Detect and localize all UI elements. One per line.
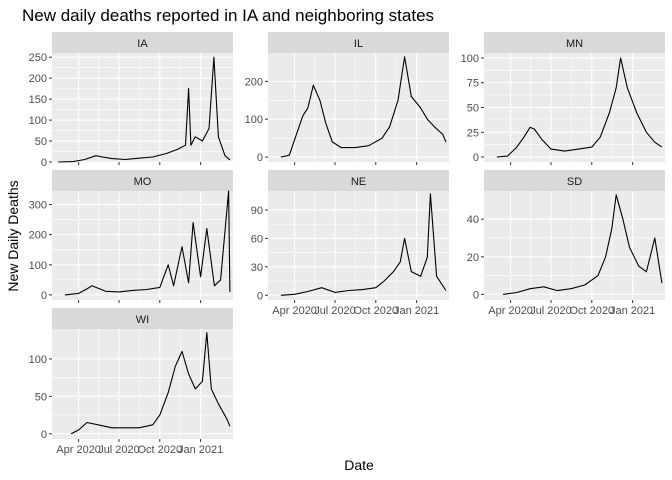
y-tick-label: 200 <box>245 76 263 88</box>
facet-strip <box>52 308 233 329</box>
facet-strip <box>484 32 665 53</box>
panel-background <box>52 53 233 162</box>
x-tick-label: Jul 2020 <box>314 305 356 317</box>
facet-mo: MO 0 100 200 300 <box>29 170 233 303</box>
y-tick-label: 40 <box>467 214 479 226</box>
y-tick-label: 30 <box>251 262 263 274</box>
facet-strip-label: WI <box>136 314 149 326</box>
facet-strip <box>52 170 233 191</box>
y-tick-label: 60 <box>251 233 263 245</box>
y-tick-label: 200 <box>29 73 47 85</box>
y-tick-label: 0 <box>41 157 47 169</box>
x-tick-label: Apr 2020 <box>56 444 101 456</box>
panel-background <box>268 191 449 300</box>
facet-strip <box>52 32 233 53</box>
y-axis-title: New Daily Deaths <box>5 180 21 291</box>
y-tick-label: 100 <box>29 354 47 366</box>
y-tick-label: 0 <box>41 290 47 302</box>
series-line-ia <box>58 56 231 163</box>
facet-strip-label: SD <box>567 176 582 188</box>
series-line-sd <box>503 194 663 295</box>
y-tick-label: 250 <box>29 52 47 64</box>
y-tick-label: 100 <box>245 114 263 126</box>
y-tick-label: 100 <box>29 260 47 272</box>
x-tick-label: Jul 2020 <box>98 444 140 456</box>
series-line-wi <box>70 332 231 435</box>
facet-strip-label: MO <box>134 176 152 188</box>
facet-strip-label: NE <box>351 176 366 188</box>
y-tick-label: 0 <box>257 152 263 164</box>
facet-strip-label: MN <box>566 38 583 50</box>
chart-title: New daily deaths reported in IA and neig… <box>22 6 434 25</box>
facet-strip <box>484 170 665 191</box>
x-tick-label: Apr 2020 <box>488 305 533 317</box>
y-tick-label: 25 <box>467 127 479 139</box>
y-tick-label: 0 <box>257 290 263 302</box>
y-tick-label: 200 <box>29 230 47 242</box>
facet-strip <box>268 170 449 191</box>
x-tick-label: Jan 2021 <box>394 305 439 317</box>
y-tick-label: 0 <box>473 289 479 301</box>
y-tick-label: 20 <box>467 252 479 264</box>
y-tick-label: 100 <box>461 53 479 65</box>
facet-panels: IA050100150200250IL0100200MN0255075100MO… <box>29 32 665 456</box>
panel-background <box>52 329 233 439</box>
y-tick-label: 100 <box>29 115 47 127</box>
series-line-il <box>280 56 447 158</box>
y-tick-label: 50 <box>35 391 47 403</box>
x-tick-label: Jul 2020 <box>530 305 572 317</box>
y-tick-label: 50 <box>35 136 47 148</box>
series-line-mn <box>496 57 663 158</box>
series-line-ne <box>280 193 447 296</box>
facet-strip-label: IA <box>137 38 148 50</box>
x-tick-label: Oct 2020 <box>137 444 182 456</box>
facet-strip-label: IL <box>354 38 363 50</box>
facet-ia: IA 0 50 100 150 200 250 <box>29 32 233 169</box>
y-tick-label: 0 <box>473 152 479 164</box>
panel-background <box>52 191 233 300</box>
x-axis-title: Date <box>344 457 374 473</box>
panel-background <box>268 53 449 162</box>
facet-mn: MN 0 25 50 75 100 <box>461 32 665 165</box>
y-tick-label: 0 <box>41 429 47 441</box>
y-tick-label: 90 <box>251 205 263 217</box>
series-line-mo <box>64 190 231 296</box>
y-tick-label: 75 <box>467 78 479 90</box>
x-tick-label: Apr 2020 <box>272 305 317 317</box>
panel-background <box>484 191 665 300</box>
y-tick-label: 150 <box>29 94 47 106</box>
y-tick-label: 300 <box>29 200 47 212</box>
x-tick-label: Jan 2021 <box>610 305 655 317</box>
y-tick-label: 50 <box>467 103 479 115</box>
x-tick-label: Jan 2021 <box>178 444 223 456</box>
facet-il: IL 0 100 200 <box>245 32 449 165</box>
facet-strip <box>268 32 449 53</box>
x-tick-label: Oct 2020 <box>353 305 398 317</box>
x-tick-label: Oct 2020 <box>569 305 614 317</box>
